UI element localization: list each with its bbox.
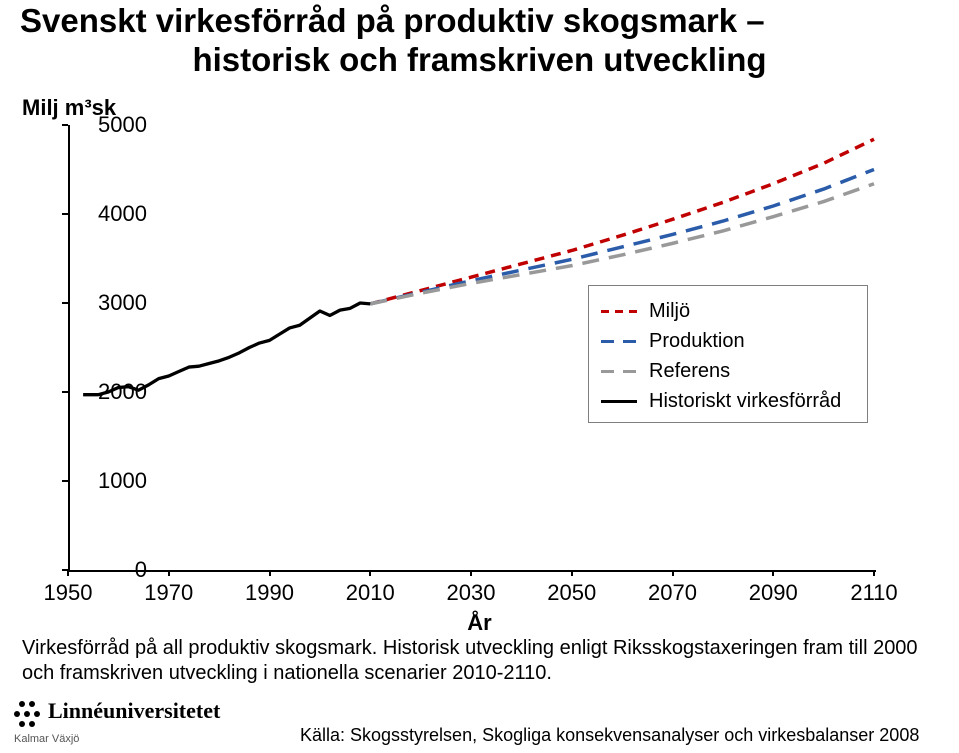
legend-row: Historiskt virkesförråd bbox=[601, 386, 855, 416]
svg-text:Kalmar Växjö: Kalmar Växjö bbox=[14, 733, 79, 745]
x-tick-label: 2050 bbox=[542, 580, 602, 606]
legend-swatch-referens bbox=[601, 362, 637, 380]
y-tick-label: 4000 bbox=[87, 201, 147, 227]
x-tick-label: 1990 bbox=[240, 580, 300, 606]
legend-swatch-historiskt bbox=[601, 392, 637, 410]
y-tick-label: 3000 bbox=[87, 290, 147, 316]
y-tick-label: 5000 bbox=[87, 112, 147, 138]
x-axis-title: År bbox=[0, 610, 959, 636]
legend-row: Miljö bbox=[601, 296, 855, 326]
legend-row: Produktion bbox=[601, 326, 855, 356]
source-text: Källa: Skogsstyrelsen, Skogliga konsekve… bbox=[300, 725, 919, 746]
legend-row: Referens bbox=[601, 356, 855, 386]
legend-swatch-produktion bbox=[601, 332, 637, 350]
university-logo: Linnéuniversitetet Kalmar Växjö bbox=[8, 692, 258, 747]
legend-label: Referens bbox=[649, 360, 730, 383]
x-tick-label: 2030 bbox=[441, 580, 501, 606]
x-tick-label: 2110 bbox=[844, 580, 904, 606]
series-miljö bbox=[370, 139, 874, 304]
legend: Miljö Produktion Referens Historiskt vir… bbox=[588, 285, 868, 423]
x-tick-label: 2010 bbox=[340, 580, 400, 606]
x-tick-label: 1970 bbox=[139, 580, 199, 606]
caption: Virkesförråd på all produktiv skogsmark.… bbox=[22, 636, 937, 686]
legend-label: Produktion bbox=[649, 330, 745, 353]
x-tick-label: 2070 bbox=[643, 580, 703, 606]
svg-text:Linnéuniversitetet: Linnéuniversitetet bbox=[48, 698, 221, 723]
legend-label: Historiskt virkesförråd bbox=[649, 390, 841, 413]
x-tick-label: 1950 bbox=[38, 580, 98, 606]
x-tick-label: 2090 bbox=[743, 580, 803, 606]
legend-label: Miljö bbox=[649, 300, 690, 323]
y-tick-label: 2000 bbox=[87, 379, 147, 405]
legend-swatch-miljo bbox=[601, 302, 637, 320]
y-tick-label: 1000 bbox=[87, 468, 147, 494]
